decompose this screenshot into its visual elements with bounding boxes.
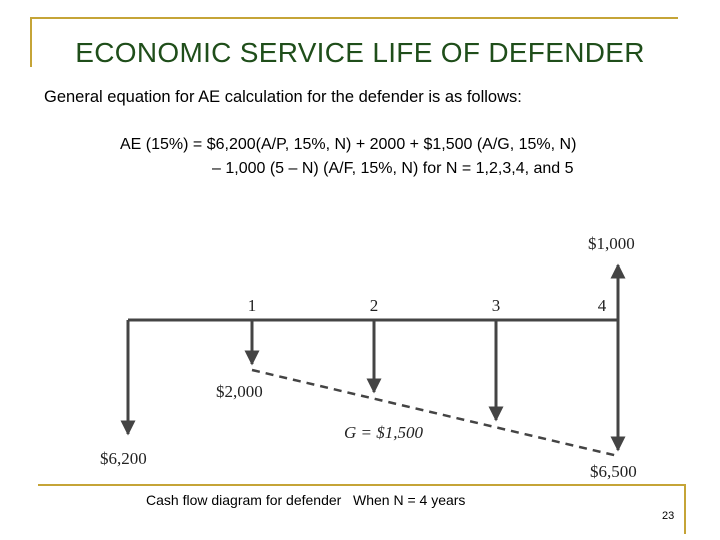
page-number: 23 [662, 510, 675, 522]
period-label-4: 4 [598, 296, 607, 315]
first-year-cost-label: $2,000 [216, 382, 263, 401]
period-label-1: 1 [248, 296, 257, 315]
period-label-3: 3 [492, 296, 501, 315]
gradient-dashed-line [251, 368, 619, 458]
equation-line-1: AE (15%) = $6,200(A/P, 15%, N) + 2000 + … [120, 136, 577, 153]
initial-cost-label: $6,200 [100, 449, 147, 468]
gradient-label: G = $1,500 [344, 423, 423, 442]
diagram-caption: Cash flow diagram for defender When N = … [146, 492, 466, 508]
slide-subtitle: General equation for AE calculation for … [44, 88, 522, 106]
frame-left-rule [30, 17, 32, 67]
frame-right-rule [684, 484, 686, 534]
period-label-2: 2 [370, 296, 379, 315]
salvage-label: $1,000 [588, 234, 635, 253]
frame-top-rule [30, 17, 678, 19]
equation-line-2: – 1,000 (5 – N) (A/F, 15%, N) for N = 1,… [212, 160, 574, 177]
final-cost-label: $6,500 [590, 462, 637, 481]
frame-bottom-rule [38, 484, 686, 486]
slide-title: ECONOMIC SERVICE LIFE OF DEFENDER [75, 37, 645, 68]
